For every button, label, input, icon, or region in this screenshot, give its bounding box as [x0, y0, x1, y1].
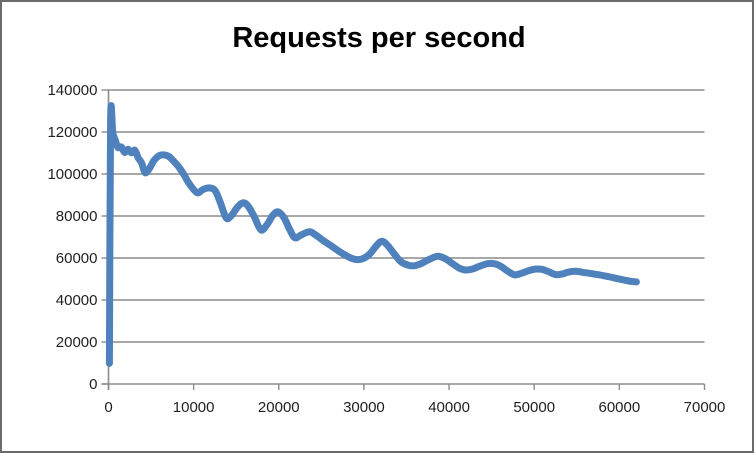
x-tick-label: 20000: [258, 399, 300, 416]
y-tick-label: 80000: [56, 208, 98, 225]
x-tick-label: 0: [104, 399, 112, 416]
y-tick-label: 60000: [56, 250, 98, 267]
y-tick-label: 140000: [47, 82, 97, 99]
x-tick-label: 40000: [428, 399, 470, 416]
y-tick-label: 120000: [47, 124, 97, 141]
y-tick-label: 0: [89, 376, 97, 393]
x-tick-label: 70000: [684, 399, 726, 416]
chart-title: Requests per second: [232, 22, 526, 54]
x-tick-label: 50000: [513, 399, 555, 416]
data-series-line: [105, 102, 640, 367]
y-tick-label: 20000: [56, 334, 98, 351]
x-tick-label: 30000: [343, 399, 385, 416]
y-tick-label: 100000: [47, 166, 97, 183]
y-tick-label: 40000: [56, 292, 98, 309]
x-tick-label: 10000: [173, 399, 215, 416]
x-tick-label: 60000: [598, 399, 640, 416]
